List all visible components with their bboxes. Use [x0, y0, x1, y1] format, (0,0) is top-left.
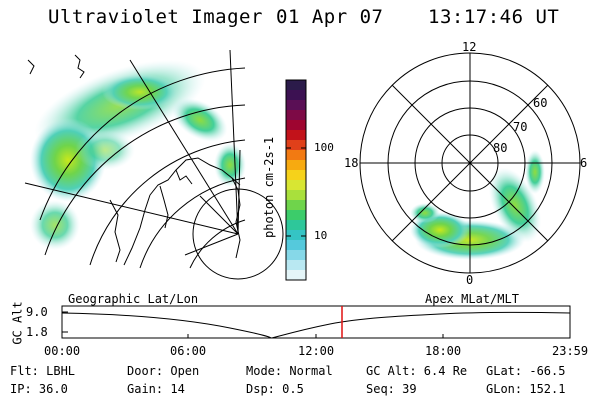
gc-alt-curve [61, 311, 571, 339]
colorbar-tick-10: 10 [314, 229, 328, 242]
colorbar-units-label: photon cm-2s-1 [262, 136, 276, 238]
timeline-panel [61, 305, 571, 339]
colorbar-cell [286, 160, 306, 171]
colorbar-cell [286, 90, 306, 101]
timeline-right-title: Apex MLat/MLT [425, 292, 519, 306]
aurora-oval-polar [410, 150, 545, 260]
timeline-xtick-0600: 06:00 [170, 344, 207, 358]
info-gc-alt: GC Alt: 6.4 Re [366, 364, 468, 378]
mlt-label-0: 0 [466, 273, 474, 287]
mlt-label-12: 12 [462, 40, 477, 54]
mlt-label-18: 18 [344, 156, 359, 170]
time-label: 13:17:46 UT [428, 6, 560, 28]
colorbar-cell [286, 150, 306, 161]
info-glat: GLat: -66.5 [486, 364, 566, 378]
colorbar-cell [286, 140, 306, 151]
colorbar-cell [286, 250, 306, 261]
date-label: 01 Apr 07 [276, 6, 384, 28]
mlt-label-6: 6 [580, 156, 588, 170]
geographic-map [24, 49, 284, 280]
colorbar-cell [286, 130, 306, 141]
instrument-title: Ultraviolet Imager [48, 6, 263, 28]
timeline-ticks [62, 311, 444, 338]
colorbar-cell [286, 120, 306, 131]
colorbar-tick-100: 100 [314, 141, 334, 154]
info-glon: GLon: 152.1 [486, 382, 566, 396]
colorbar-cell [286, 170, 306, 181]
colorbar-cell [286, 80, 306, 91]
info-filter: Flt: LBHL [10, 364, 76, 378]
meridians [24, 49, 241, 256]
mlat-label-70: 70 [513, 120, 528, 134]
timeline-ytick-top: 9.0 [26, 305, 48, 319]
colorbar-cell [286, 210, 306, 221]
timeline-xtick-0000: 00:00 [44, 344, 81, 358]
polar-plot [359, 52, 581, 274]
timeline-left-title: Geographic Lat/Lon [68, 292, 199, 306]
colorbar-cell [286, 270, 306, 281]
colorbar-cell [286, 200, 306, 211]
info-gain: Gain: 14 [127, 382, 185, 396]
aurora-oval-geographic [30, 59, 246, 250]
colorbar-cell [286, 230, 306, 241]
colorbar [285, 79, 307, 281]
info-mode: Mode: Normal [246, 364, 333, 378]
mlat-label-80: 80 [493, 141, 508, 155]
coastlines [27, 54, 241, 266]
info-seq: Seq: 39 [366, 382, 417, 396]
timeline-ytick-bottom: 1.8 [26, 325, 48, 339]
colorbar-cell [286, 100, 306, 111]
timeline-xtick-1200: 12:00 [298, 344, 335, 358]
timeline-xtick-1800: 18:00 [425, 344, 462, 358]
timeline-xtick-2359: 23:59 [552, 344, 589, 358]
colorbar-cell [286, 260, 306, 271]
mlat-label-60: 60 [533, 96, 548, 110]
colorbar-cell [286, 240, 306, 251]
info-door: Door: Open [127, 364, 200, 378]
colorbar-cell [286, 110, 306, 121]
colorbar-scale [286, 80, 306, 281]
colorbar-cell [286, 190, 306, 201]
colorbar-cell [286, 180, 306, 191]
colorbar-cell [286, 220, 306, 231]
info-dsp: Dsp: 0.5 [246, 382, 304, 396]
info-ip: IP: 36.0 [10, 382, 68, 396]
timeline-ylabel: GC Alt [10, 301, 25, 345]
